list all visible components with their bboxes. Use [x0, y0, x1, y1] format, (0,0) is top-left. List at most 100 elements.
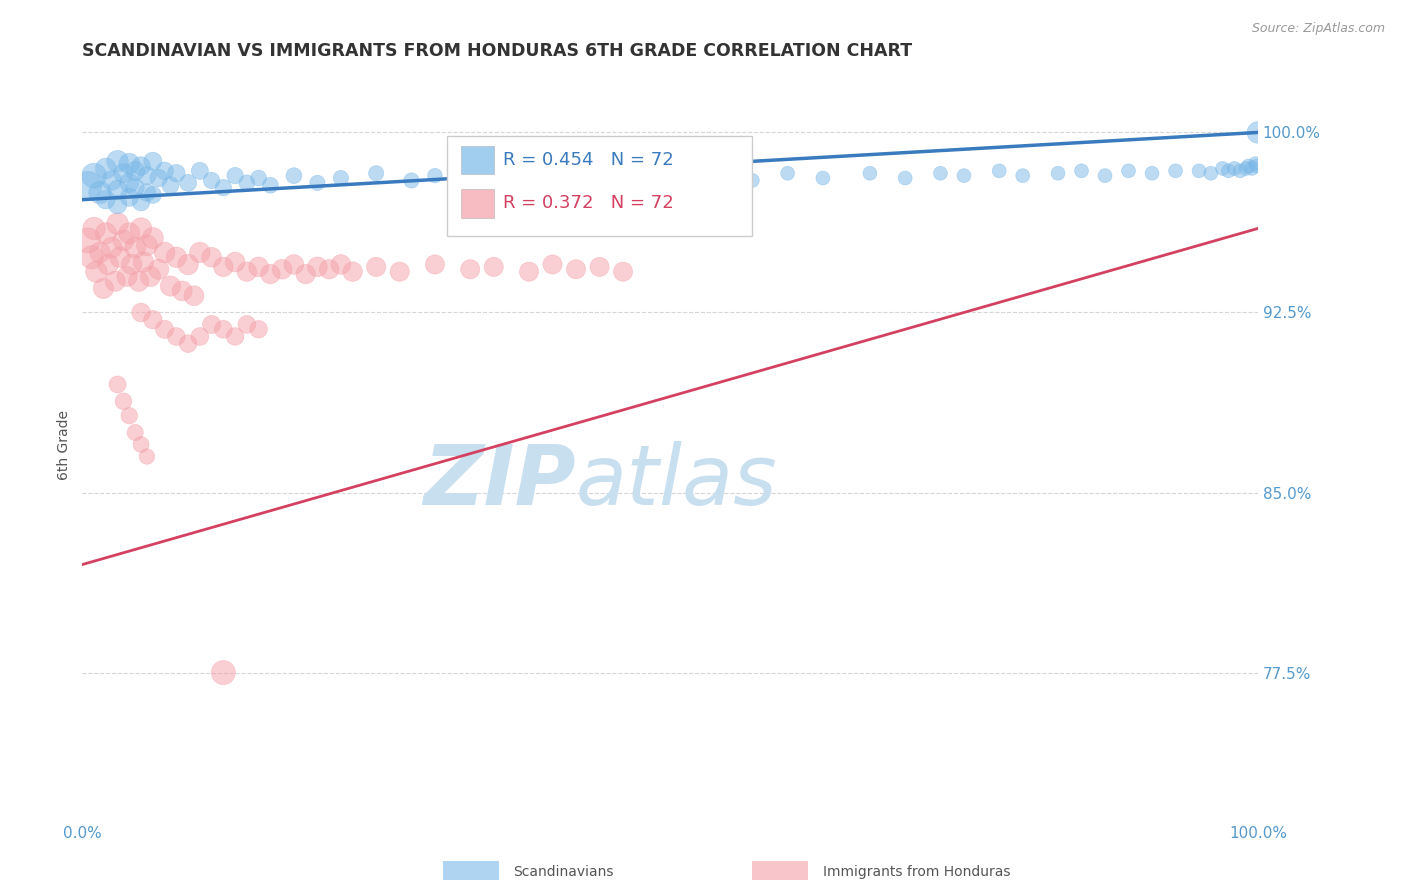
Point: [283, 169, 305, 183]
Point: [307, 176, 329, 190]
Point: [224, 329, 246, 343]
Point: [283, 257, 305, 271]
Point: [94, 227, 117, 241]
Point: [107, 154, 129, 169]
Point: [153, 245, 176, 260]
Text: Source: ZipAtlas.com: Source: ZipAtlas.com: [1251, 22, 1385, 36]
Text: R = 0.454   N = 72: R = 0.454 N = 72: [503, 152, 673, 169]
Point: [1218, 164, 1240, 178]
Point: [86, 265, 108, 279]
Point: [565, 262, 588, 277]
Text: SCANDINAVIAN VS IMMIGRANTS FROM HONDURAS 6TH GRADE CORRELATION CHART: SCANDINAVIAN VS IMMIGRANTS FROM HONDURAS…: [83, 42, 912, 60]
Point: [212, 180, 235, 194]
Point: [1244, 156, 1267, 170]
Point: [212, 260, 235, 274]
Point: [200, 173, 222, 187]
Point: [97, 257, 120, 271]
Point: [318, 262, 340, 277]
Point: [118, 190, 141, 204]
Point: [142, 231, 165, 245]
Point: [142, 187, 165, 202]
Point: [541, 257, 564, 271]
Point: [1212, 161, 1234, 176]
Point: [565, 171, 588, 186]
Point: [236, 176, 259, 190]
Point: [94, 161, 117, 176]
Point: [776, 166, 799, 180]
Point: [401, 173, 423, 187]
Point: [121, 257, 143, 271]
Point: [247, 260, 270, 274]
Point: [165, 329, 187, 343]
Point: [200, 250, 222, 264]
Point: [183, 288, 205, 302]
Point: [612, 265, 634, 279]
Point: [89, 245, 111, 260]
Point: [148, 262, 170, 277]
Text: R = 0.372   N = 72: R = 0.372 N = 72: [503, 194, 673, 212]
Point: [118, 409, 141, 423]
Text: atlas: atlas: [576, 442, 778, 522]
Point: [107, 183, 129, 197]
Point: [124, 425, 146, 440]
Point: [159, 178, 181, 193]
Point: [458, 176, 481, 190]
FancyBboxPatch shape: [461, 189, 494, 218]
Point: [77, 234, 100, 248]
Point: [588, 260, 610, 274]
Point: [1246, 159, 1268, 173]
Point: [177, 176, 200, 190]
Point: [741, 173, 763, 187]
Point: [153, 164, 176, 178]
Text: Immigrants from Honduras: Immigrants from Honduras: [823, 865, 1010, 880]
Point: [1164, 164, 1187, 178]
Point: [118, 227, 141, 241]
Point: [112, 234, 135, 248]
Point: [159, 279, 181, 293]
Point: [124, 164, 146, 178]
Point: [129, 305, 152, 319]
Point: [165, 250, 187, 264]
Point: [1188, 164, 1211, 178]
Point: [136, 238, 159, 252]
Point: [271, 262, 294, 277]
Point: [136, 450, 159, 464]
Point: [1140, 166, 1163, 180]
Point: [236, 318, 259, 332]
Point: [366, 166, 388, 180]
Point: [100, 241, 122, 255]
Point: [80, 250, 103, 264]
Point: [148, 171, 170, 186]
Y-axis label: 6th Grade: 6th Grade: [58, 409, 72, 480]
Point: [695, 169, 717, 183]
Point: [1118, 164, 1140, 178]
Point: [1046, 166, 1069, 180]
Point: [894, 171, 917, 186]
Point: [188, 329, 211, 343]
Point: [83, 221, 105, 235]
Point: [100, 173, 122, 187]
Point: [859, 166, 882, 180]
Point: [342, 265, 364, 279]
Point: [1237, 159, 1260, 173]
Point: [259, 267, 281, 281]
Point: [115, 269, 138, 284]
Point: [118, 176, 141, 190]
Point: [77, 178, 100, 193]
Point: [177, 257, 200, 271]
Point: [139, 269, 162, 284]
Point: [259, 178, 281, 193]
Point: [118, 156, 141, 170]
Point: [1199, 166, 1222, 180]
Point: [136, 169, 159, 183]
Point: [142, 154, 165, 169]
Point: [107, 377, 129, 392]
Point: [929, 166, 952, 180]
Point: [1234, 161, 1257, 176]
Point: [112, 166, 135, 180]
Point: [212, 322, 235, 336]
Point: [247, 322, 270, 336]
Point: [136, 186, 159, 200]
Point: [236, 265, 259, 279]
Point: [600, 166, 623, 180]
